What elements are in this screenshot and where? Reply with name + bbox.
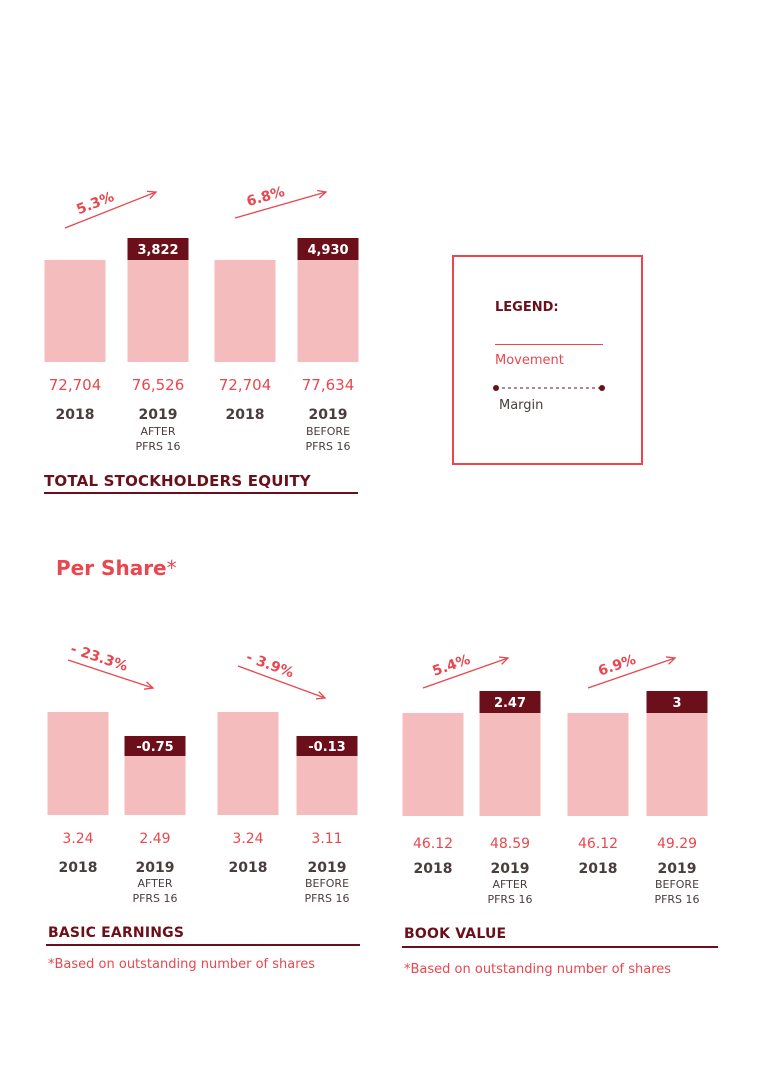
- margin-box: [127, 238, 189, 260]
- margin-box: [479, 691, 541, 713]
- bar-value-label: 3.24: [232, 831, 263, 847]
- change-percent-label: - 3.9%: [244, 649, 296, 681]
- change-percent-label: 5.4%: [430, 652, 472, 680]
- year-label: 2018: [414, 861, 453, 877]
- margin-label: -0.13: [308, 740, 345, 755]
- year-label: 2019: [309, 407, 348, 423]
- bar-value-label: 48.59: [490, 836, 530, 852]
- movement-arrow: [422, 657, 509, 689]
- sub-label: PFRS 16: [304, 892, 349, 905]
- legend-title: LEGEND:: [495, 300, 559, 315]
- per-share-asterisk: *: [166, 556, 177, 580]
- bar-value-label: 77,634: [302, 376, 355, 394]
- bar-2018-0: [47, 712, 109, 815]
- margin-label: 3: [672, 696, 681, 711]
- bar-2019-0: [127, 260, 189, 362]
- movement-arrow: [234, 191, 327, 219]
- bar-2018-1: [214, 260, 276, 362]
- margin-box: [124, 736, 186, 756]
- margin-label: -0.75: [136, 740, 173, 755]
- bar-2018-1: [567, 713, 629, 816]
- margin-box: [646, 691, 708, 713]
- sub-label: PFRS 16: [654, 893, 699, 906]
- bar-2019-0: [479, 713, 541, 816]
- sub-label: AFTER: [141, 425, 176, 438]
- year-label: 2019: [491, 861, 530, 877]
- basic-earnings-footnote: *Based on outstanding number of shares: [48, 957, 316, 972]
- change-percent-label: 6.8%: [245, 184, 287, 210]
- bar-2018-1: [217, 712, 279, 815]
- per-share-heading: Per Share*: [56, 556, 177, 580]
- sub-label: BEFORE: [655, 878, 699, 891]
- book-value-underline: [402, 946, 718, 948]
- movement-arrowhead: [146, 190, 158, 200]
- year-label: 2018: [59, 860, 98, 876]
- bar-value-label: 49.29: [657, 836, 697, 852]
- movement-arrowhead: [317, 189, 328, 199]
- movement-arrow: [237, 665, 326, 699]
- sub-label: PFRS 16: [305, 440, 350, 453]
- bar-value-label: 46.12: [413, 836, 453, 852]
- movement-arrow: [587, 657, 676, 689]
- bar-2018-0: [402, 713, 464, 816]
- margin-label: 4,930: [307, 243, 348, 258]
- basic-earnings-underline: [46, 944, 360, 946]
- year-label: 2019: [308, 860, 347, 876]
- margin-label: 2.47: [494, 696, 526, 711]
- movement-arrow: [67, 659, 154, 689]
- legend-margin-label: Margin: [499, 398, 544, 413]
- year-label: 2018: [229, 860, 268, 876]
- bar-2018-0: [44, 260, 106, 362]
- change-percent-label: 5.3%: [74, 189, 116, 218]
- bar-value-label: 72,704: [219, 376, 272, 394]
- bar-value-label: 2.49: [139, 831, 170, 847]
- year-label: 2019: [139, 407, 178, 423]
- sub-label: PFRS 16: [487, 893, 532, 906]
- year-label: 2018: [579, 861, 618, 877]
- sub-label: PFRS 16: [132, 892, 177, 905]
- margin-box: [297, 238, 359, 260]
- margin-label: 3,822: [137, 243, 178, 258]
- legend-margin-line: [493, 385, 605, 391]
- bar-value-label: 46.12: [578, 836, 618, 852]
- basic-earnings-title: BASIC EARNINGS: [48, 925, 185, 941]
- bar-value-label: 76,526: [132, 376, 185, 394]
- bar-2019-1: [646, 713, 708, 816]
- year-label: 2019: [658, 861, 697, 877]
- movement-arrowhead: [665, 656, 677, 665]
- movement-arrow: [64, 191, 157, 229]
- year-label: 2019: [136, 860, 175, 876]
- movement-arrowhead: [143, 681, 155, 690]
- bar-2019-1: [297, 260, 359, 362]
- equity-chart: 72,704 2018 3,822 76,526 2019 AFTER PFRS 16 5.3…: [44, 184, 359, 453]
- sub-label: AFTER: [493, 878, 528, 891]
- book-value-footnote: *Based on outstanding number of shares: [404, 962, 672, 977]
- sub-label: PFRS 16: [135, 440, 180, 453]
- legend-movement-label: Movement: [495, 353, 564, 368]
- legend-movement-line: [495, 344, 603, 345]
- movement-arrowhead: [498, 656, 510, 665]
- equity-section-title: TOTAL STOCKHOLDERS EQUITY: [44, 472, 311, 490]
- movement-arrowhead: [315, 691, 327, 700]
- sub-label: AFTER: [138, 877, 173, 890]
- bar-value-label: 3.11: [311, 831, 342, 847]
- legend-box: [452, 255, 643, 465]
- bar-value-label: 3.24: [62, 831, 93, 847]
- year-label: 2018: [56, 407, 95, 423]
- equity-title-underline: [44, 492, 358, 494]
- per-share-heading-text: Per Share: [56, 556, 167, 580]
- year-label: 2018: [226, 407, 265, 423]
- margin-box: [296, 736, 358, 756]
- bar-value-label: 72,704: [49, 376, 102, 394]
- sub-label: BEFORE: [306, 425, 350, 438]
- change-percent-label: 6.9%: [596, 652, 638, 680]
- sub-label: BEFORE: [305, 877, 349, 890]
- book-value-title: BOOK VALUE: [404, 926, 507, 942]
